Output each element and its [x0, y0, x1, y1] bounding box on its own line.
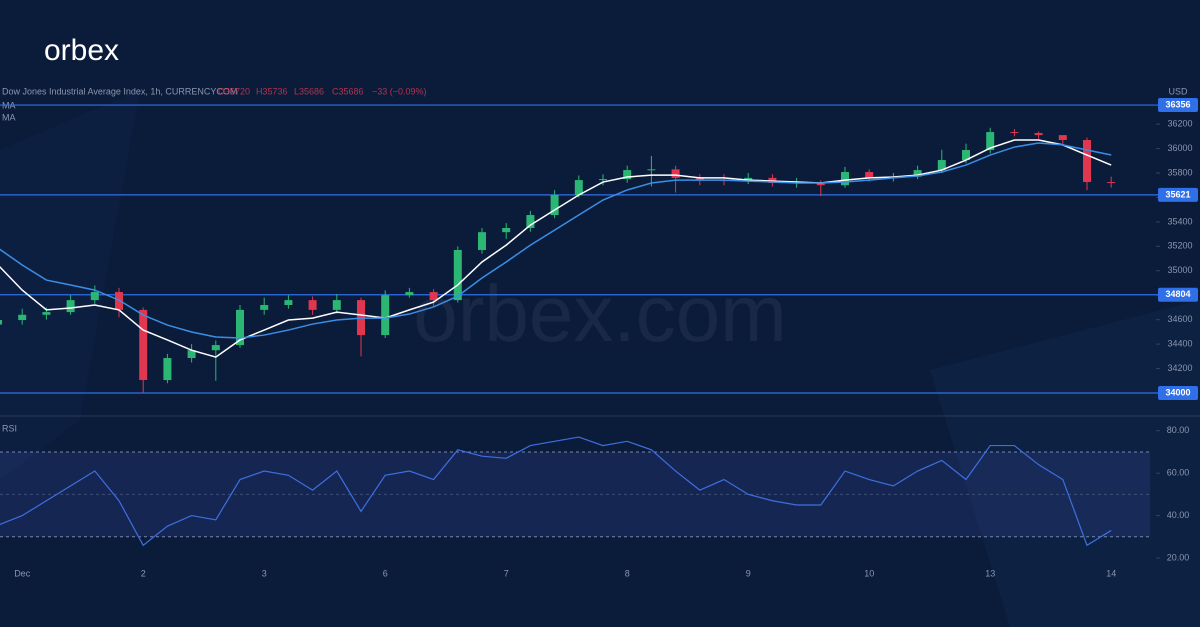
- candle-body: [841, 172, 849, 186]
- x-tick-label: 10: [864, 568, 874, 578]
- candle-body: [187, 350, 196, 359]
- candle-body: [671, 169, 680, 178]
- y-tick-label: 35200: [1167, 241, 1192, 251]
- candle-body: [90, 292, 99, 301]
- x-tick-label: 6: [383, 568, 388, 578]
- candle-body: [502, 228, 511, 233]
- candle-body: [647, 169, 656, 171]
- candle-body: [260, 305, 269, 310]
- y-tick-label: 35000: [1167, 265, 1192, 275]
- candle-body: [550, 195, 559, 216]
- y-tick-label: 34200: [1167, 363, 1192, 373]
- level-tag: [1158, 98, 1198, 113]
- candle-body: [1083, 140, 1091, 183]
- x-tick-label: 2: [141, 568, 146, 578]
- y-tick-label: 60.00: [1167, 468, 1190, 478]
- x-tick-label: 13: [985, 568, 995, 578]
- x-tick-label: 9: [746, 568, 751, 578]
- candle-body: [526, 215, 535, 228]
- y-tick-label: 35800: [1167, 167, 1192, 177]
- candle-body: [0, 320, 2, 325]
- candle-body: [937, 160, 946, 171]
- candle-body: [284, 300, 293, 305]
- candle-body: [332, 300, 341, 310]
- candle-body: [405, 292, 414, 296]
- level-label: 34804: [1165, 289, 1190, 299]
- y-tick-label: 34400: [1167, 338, 1192, 348]
- level-label: 35621: [1165, 189, 1190, 199]
- candle-body: [211, 345, 220, 351]
- decor: [930, 300, 1200, 627]
- chart-title: Dow Jones Industrial Average Index, 1h, …: [2, 86, 237, 96]
- candle-body: [236, 309, 244, 346]
- logo: orbex: [44, 34, 119, 67]
- legend-entry: MA: [2, 112, 16, 122]
- quote: H35736: [256, 86, 288, 96]
- candle-body: [865, 172, 874, 178]
- quote: C35686: [332, 86, 364, 96]
- candle-body: [139, 309, 148, 381]
- candle-body: [1034, 133, 1043, 136]
- x-tick-label: 8: [625, 568, 630, 578]
- rsi-line: [0, 436, 1112, 547]
- pane-title: RSI: [2, 423, 17, 433]
- candle-body: [18, 314, 27, 321]
- candle-body: [962, 150, 970, 161]
- level-tag: [1158, 187, 1198, 202]
- x-tick-label: 14: [1106, 568, 1116, 578]
- rsi-band: [0, 451, 1150, 537]
- candle-body: [1010, 132, 1019, 134]
- y-tick-label: 40.00: [1167, 510, 1190, 520]
- candle-body: [429, 292, 438, 301]
- candle-body: [695, 177, 704, 181]
- candle-body: [163, 358, 172, 381]
- candle-body: [42, 312, 51, 315]
- y-tick-label: 80.00: [1167, 425, 1190, 435]
- watermark: orbex.com: [413, 269, 786, 358]
- candle-body: [381, 295, 390, 336]
- candle-body: [66, 300, 75, 313]
- candle-body: [623, 170, 632, 180]
- x-tick-label: 3: [262, 568, 267, 578]
- x-tick-label: 7: [504, 568, 509, 578]
- currency: USD: [1168, 86, 1188, 96]
- y-tick-label: 35400: [1167, 216, 1192, 226]
- candle-body: [478, 232, 486, 250]
- candle-body: [986, 132, 995, 151]
- y-tick-label: 20.00: [1167, 552, 1190, 562]
- candle-body: [599, 179, 607, 181]
- plot: Dow Jones Industrial Average Index, 1h, …: [0, 86, 1198, 578]
- candle-body: [1058, 135, 1067, 140]
- level-tag: [1158, 386, 1198, 400]
- level-label: 36356: [1165, 99, 1190, 109]
- candle-body: [913, 170, 922, 177]
- y-tick-label: 36000: [1167, 143, 1192, 153]
- level-label: 34000: [1165, 387, 1190, 397]
- candle-body: [574, 180, 583, 195]
- quote: −33 (−0.09%): [372, 86, 427, 96]
- y-tick-label: 36200: [1167, 118, 1192, 128]
- quote: L35686: [294, 86, 324, 96]
- candle-body: [1107, 182, 1116, 184]
- moving-average: [0, 139, 1112, 358]
- candle-body: [453, 250, 462, 301]
- x-tick-label: Dec: [14, 568, 31, 578]
- candle-body: [308, 300, 317, 310]
- quote: O35720: [218, 86, 250, 96]
- y-tick-label: 34600: [1167, 314, 1192, 324]
- moving-average: [0, 142, 1112, 339]
- level-tag: [1158, 287, 1198, 302]
